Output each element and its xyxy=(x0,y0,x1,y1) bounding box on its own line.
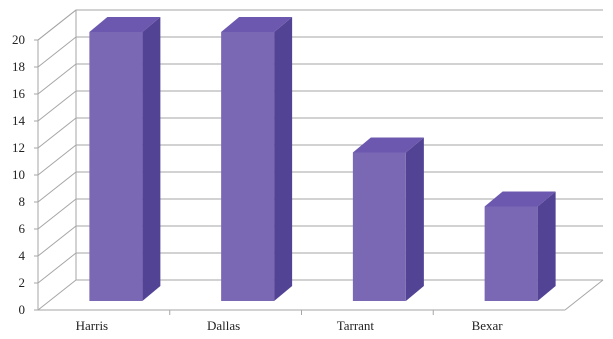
gridline xyxy=(37,90,603,122)
x-category-label: Bexar xyxy=(472,318,504,333)
gridline xyxy=(37,36,603,68)
gridline xyxy=(37,198,603,230)
gridline xyxy=(37,225,603,257)
y-tick-label: 2 xyxy=(19,275,26,290)
bar-side xyxy=(274,17,293,301)
y-tick-label: 10 xyxy=(12,167,25,182)
bar-top xyxy=(89,17,161,32)
bar-side xyxy=(405,137,424,301)
gridlines xyxy=(34,9,603,311)
gridline xyxy=(37,63,603,95)
bar-side xyxy=(142,17,161,301)
bar-front xyxy=(89,32,143,301)
bar-front xyxy=(352,152,406,301)
y-axis-tick-labels: 0 2 4 6 8 10 12 14 16 18 20 xyxy=(12,32,26,317)
bar-bexar xyxy=(484,191,556,301)
y-tick-label: 6 xyxy=(19,221,26,236)
y-tick-label: 20 xyxy=(12,32,25,47)
bar-side xyxy=(537,191,556,301)
bars xyxy=(89,17,556,301)
y-tick-label: 16 xyxy=(12,86,26,101)
bar-front xyxy=(221,32,275,301)
y-tick-label: 12 xyxy=(12,140,25,155)
floor-right-edge xyxy=(564,279,604,311)
bar-top xyxy=(221,17,293,32)
y-tick-label: 14 xyxy=(12,113,26,128)
y-tick-label: 8 xyxy=(19,194,26,209)
x-category-label: Harris xyxy=(76,318,109,333)
gridline xyxy=(37,279,603,311)
gridline xyxy=(37,9,603,41)
gridline xyxy=(37,171,603,203)
x-category-label: Tarrant xyxy=(337,318,375,333)
y-tick-label: 18 xyxy=(12,59,25,74)
gridline xyxy=(37,252,603,284)
gridline xyxy=(37,117,603,149)
bar-front xyxy=(484,206,538,301)
bar-top xyxy=(352,137,424,153)
bar-dallas xyxy=(221,17,293,301)
y-tick-label: 4 xyxy=(19,248,26,263)
gridline xyxy=(37,144,603,176)
x-category-label: Dallas xyxy=(207,318,240,333)
bar-top xyxy=(484,191,556,207)
bar-tarrant xyxy=(352,137,424,301)
x-axis-category-labels: Harris Dallas Tarrant Bexar xyxy=(76,310,504,333)
y-tick-label: 0 xyxy=(19,302,26,317)
bar-harris xyxy=(89,17,161,301)
